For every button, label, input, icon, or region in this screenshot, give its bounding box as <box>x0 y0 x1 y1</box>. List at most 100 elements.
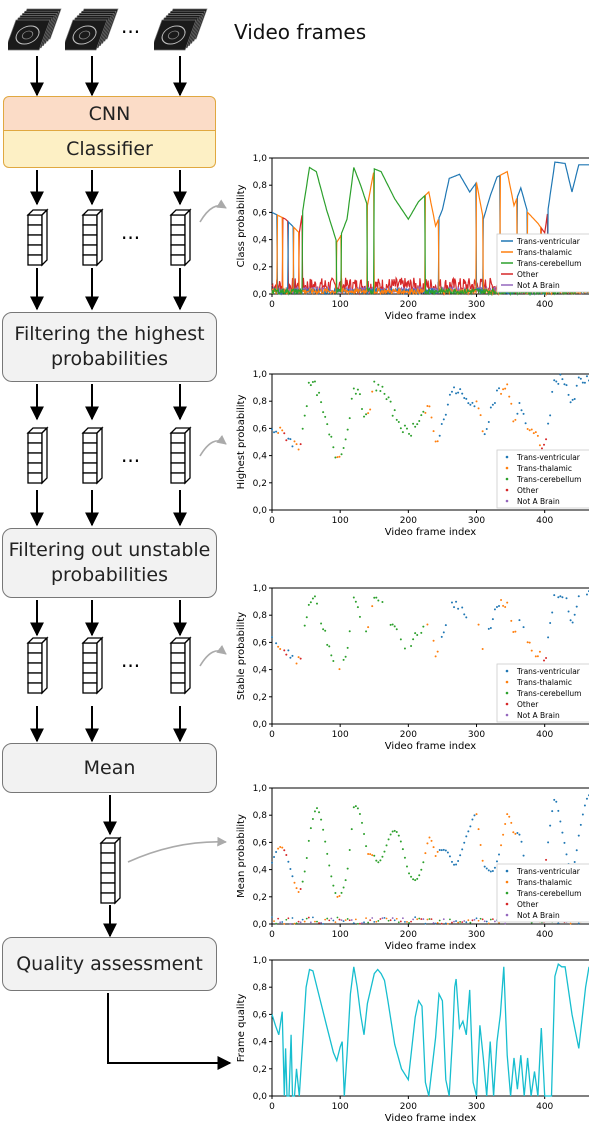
data-point <box>553 594 556 597</box>
data-point <box>320 818 323 821</box>
y-tick-label: 0,0 <box>253 1092 268 1102</box>
data-point <box>295 662 298 665</box>
data-point <box>295 887 298 890</box>
vector-cell <box>82 652 98 664</box>
probability-vector-0-1 <box>81 208 104 267</box>
chart-0-plot: 0 100 200 300 400 0,0 0,2 0,4 0,6 0,8 1,0 Video fra… <box>236 154 589 322</box>
data-point <box>449 918 451 921</box>
data-point <box>377 861 380 864</box>
y-tick-label: 0,2 <box>253 693 267 703</box>
legend-label: Trans-ventricular <box>516 453 581 462</box>
vector-cell <box>82 662 98 674</box>
data-point <box>567 393 570 396</box>
ellipsis-vectors-3: ··· <box>121 654 141 678</box>
data-point <box>367 852 370 855</box>
frame-brain <box>167 30 180 40</box>
x-tick-label: 200 <box>400 1102 417 1112</box>
y-tick-label: 0,2 <box>253 263 267 273</box>
data-point <box>287 860 290 863</box>
data-point <box>577 595 580 598</box>
plot-marks <box>271 373 589 459</box>
data-point <box>434 655 437 658</box>
data-point <box>305 856 308 859</box>
data-point <box>526 428 529 431</box>
data-point <box>313 380 316 383</box>
x-axis-label: Video frame index <box>385 1113 476 1124</box>
data-point <box>467 919 470 922</box>
data-point <box>287 649 290 652</box>
data-point <box>422 918 425 920</box>
data-point <box>328 433 331 436</box>
data-point <box>553 379 556 382</box>
data-point <box>385 398 388 401</box>
y-axis-label: Class probability <box>236 184 247 267</box>
plot-marks <box>271 590 589 671</box>
data-point <box>281 846 284 849</box>
legend-label: Trans-cerebellum <box>516 475 581 484</box>
data-point <box>514 630 517 633</box>
data-point <box>479 844 482 847</box>
data-point <box>432 922 435 924</box>
data-point <box>293 440 296 443</box>
data-point <box>408 922 410 924</box>
data-point <box>379 859 382 862</box>
vector-cell <box>27 224 43 236</box>
data-point <box>405 865 408 868</box>
data-point <box>520 409 523 412</box>
data-point <box>271 428 273 431</box>
data-point <box>373 920 376 923</box>
data-point <box>461 606 464 609</box>
legend-label: Trans-ventricular <box>516 867 581 876</box>
data-point <box>438 434 441 437</box>
data-point <box>410 434 413 437</box>
data-point <box>301 918 304 921</box>
vector-cell <box>82 642 98 654</box>
data-point <box>418 917 421 920</box>
data-point <box>561 378 564 381</box>
data-point <box>491 618 494 621</box>
data-point <box>336 456 339 459</box>
data-point <box>457 859 460 862</box>
frame-brain <box>78 30 91 40</box>
vector-cell <box>170 234 186 246</box>
data-point <box>332 660 335 663</box>
vector-cell <box>100 882 116 894</box>
data-point <box>389 623 392 626</box>
data-point <box>475 813 478 816</box>
data-point <box>495 605 498 608</box>
vector-cell <box>170 682 186 694</box>
data-point <box>393 409 396 412</box>
data-point <box>471 401 474 404</box>
data-point <box>371 854 374 857</box>
data-point <box>555 800 558 803</box>
data-point <box>377 383 380 386</box>
data-point <box>455 920 457 922</box>
data-point <box>459 388 462 391</box>
x-tick-label: 0 <box>269 730 275 740</box>
filter-highest-line-1: Filtering the highest <box>14 323 205 346</box>
data-point <box>344 879 347 882</box>
data-point <box>275 851 278 854</box>
data-point <box>432 430 435 433</box>
data-point <box>514 418 517 421</box>
data-point <box>381 601 384 604</box>
probability-vector-0-2 <box>169 208 192 267</box>
data-point <box>346 918 349 920</box>
data-point <box>367 921 370 924</box>
data-point <box>344 919 347 922</box>
data-point <box>512 420 515 423</box>
curved-arrow-2 <box>199 434 227 457</box>
legend-swatch <box>505 869 509 873</box>
data-point <box>502 604 505 607</box>
video-frame-stack-1 <box>8 8 62 51</box>
data-point <box>412 422 415 425</box>
data-point <box>473 814 476 817</box>
data-point <box>297 448 300 451</box>
data-point <box>520 840 523 843</box>
data-point <box>585 375 588 378</box>
data-point <box>573 613 576 616</box>
data-point <box>352 806 355 809</box>
data-point <box>371 390 374 393</box>
data-point <box>502 833 505 836</box>
legend: Trans-ventricular Trans-thalamic Trans-cer… <box>496 663 589 723</box>
